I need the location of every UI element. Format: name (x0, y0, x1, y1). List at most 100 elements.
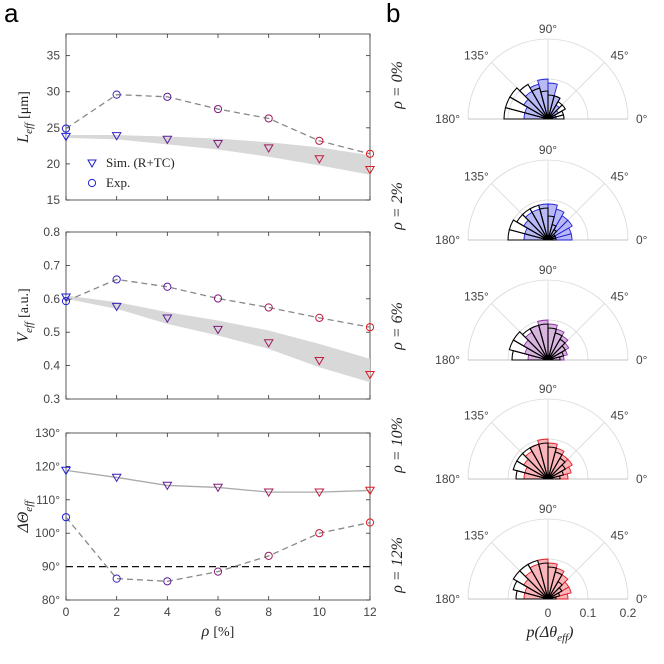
sim-marker (263, 488, 274, 498)
y-axis-label: ΔΘeff (15, 499, 35, 534)
angle-label: 0° (636, 592, 648, 606)
panel-b: 180° 135° 90° 45° 0° ρ = 0% 180° 135° 90° 45° 0° ρ … (389, 22, 648, 644)
y-tick-label: 15 (47, 193, 61, 207)
sim-marker (364, 166, 376, 175)
exp-marker (163, 282, 172, 291)
x-axis-label: ρ [%] (201, 623, 235, 640)
angle-label: 135° (464, 289, 489, 303)
exp-marker (112, 275, 121, 284)
angle-label: 135° (464, 528, 489, 542)
y-tick-label: 90° (42, 560, 60, 574)
angle-label: 45° (611, 169, 629, 183)
rho-label: ρ = 0% (389, 61, 406, 110)
angle-label: 0° (636, 112, 648, 126)
sim-marker (314, 356, 325, 366)
angle-label: 90° (539, 382, 557, 396)
exp-marker (61, 297, 71, 306)
sim-marker (212, 325, 224, 335)
y-tick-label: 130° (35, 426, 60, 440)
exp-marker (112, 90, 121, 99)
angle-label: 45° (611, 289, 629, 303)
legend-exp-label: Exp. (106, 175, 130, 190)
y-tick-label: 100° (35, 526, 60, 540)
subplot-V_eff: 0.3 0.4 0.5 0.6 0.7 0.8 Veff[a.u.] (15, 225, 376, 406)
radial-tick-label: 0 (545, 606, 552, 620)
legend-sim-label: Sim. (R+TC) (106, 155, 175, 170)
y-axis-label: Veff[a.u.] (15, 288, 35, 342)
panel-letter-a: a (4, 0, 19, 28)
angle-label: 135° (464, 408, 489, 422)
exp-line (65, 93, 371, 155)
radial-tick-label: 0.2 (620, 606, 637, 620)
y-tick-label: 0.6 (43, 292, 60, 306)
polar-histogram-2: 180° 135° 90° 45° 0° ρ = 6% (389, 263, 648, 367)
sim-marker (212, 140, 224, 149)
polar-histogram-3: 180° 135° 90° 45° 0° ρ = 10% (389, 382, 648, 486)
sim-marker (111, 302, 122, 312)
sim-marker (111, 473, 122, 483)
x-tick-label: 4 (164, 605, 171, 619)
y-axis-label: Leff[μm] (15, 91, 35, 144)
exp-marker (365, 518, 375, 527)
exp-marker (163, 92, 172, 101)
sim-marker (364, 370, 376, 380)
rho-label: ρ = 6% (389, 302, 406, 351)
exp-wedge (512, 580, 549, 600)
exp-marker (163, 577, 172, 586)
y-tick-label: 25 (47, 121, 61, 135)
sim-marker (314, 155, 325, 164)
exp-marker (213, 104, 223, 114)
exp-wedge (515, 470, 549, 480)
exp-marker (365, 323, 375, 332)
sim-marker (263, 339, 274, 348)
rho-label: ρ = 10% (389, 417, 406, 474)
exp-marker (213, 294, 223, 303)
exp-wedge (515, 590, 549, 600)
exp-marker (315, 313, 324, 322)
x-tick-label: 8 (265, 605, 272, 619)
polar-histogram-4: 180° 135° 90° 45° 0° ρ = 12% (389, 502, 648, 606)
y-tick-label: 20 (47, 157, 61, 171)
exp-wedge (507, 228, 549, 241)
sim-marker (314, 488, 325, 498)
angle-label: 45° (611, 408, 629, 422)
x-tick-label: 12 (363, 605, 377, 619)
exp-line (65, 278, 371, 328)
angle-label: 180° (435, 233, 460, 247)
sim-marker (60, 132, 72, 142)
angle-label: 180° (435, 592, 460, 606)
exp-marker (61, 124, 71, 133)
rho-label: ρ = 2% (389, 182, 406, 231)
exp-marker (315, 136, 324, 145)
legend-exp-marker (87, 178, 97, 188)
radial-tick-label: 0.1 (580, 606, 597, 620)
sim-band (66, 295, 370, 383)
angle-label: 0° (636, 233, 648, 247)
angle-label: 0° (636, 472, 648, 486)
y-tick-label: 0.5 (43, 325, 60, 339)
angle-label: 180° (435, 353, 460, 367)
sim-band (66, 135, 370, 175)
y-tick-label: 110° (36, 493, 60, 507)
y-tick-label: 80° (42, 593, 60, 607)
exp-marker (61, 513, 71, 522)
sim-marker (212, 483, 224, 493)
angle-label: 135° (464, 48, 489, 62)
sim-marker (263, 144, 274, 154)
x-tick-label: 0 (63, 605, 70, 619)
exp-wedge (512, 569, 549, 600)
angle-label: 135° (464, 169, 489, 183)
x-tick-label: 10 (313, 605, 327, 619)
x-tick-label: 2 (113, 605, 120, 619)
sim-marker (60, 466, 72, 476)
plot-frame (65, 33, 371, 201)
sim-line (65, 469, 371, 493)
sim-marker (162, 481, 173, 491)
exp-wedge (512, 460, 549, 480)
x-tick-label: 6 (215, 605, 222, 619)
sim-marker (111, 132, 122, 141)
sim-marker (364, 486, 376, 496)
exp-marker (365, 149, 375, 158)
sim-marker (162, 135, 173, 145)
